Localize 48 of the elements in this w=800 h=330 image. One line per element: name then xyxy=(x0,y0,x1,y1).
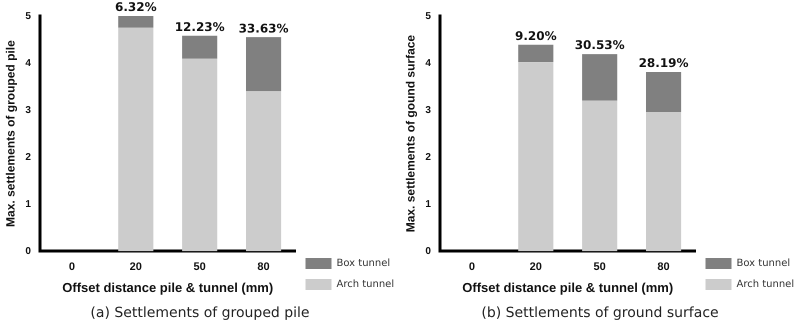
annotation: 33.63% xyxy=(238,21,289,36)
annotation: 6.32% xyxy=(114,0,157,14)
y-tick-label: 5 xyxy=(425,10,432,22)
legend-label: Arch tunnel xyxy=(336,279,394,290)
bar xyxy=(518,62,554,252)
x-tick-label: 20 xyxy=(530,260,542,273)
y-axis-title: Max. settlements of grouped pile xyxy=(4,40,18,227)
y-tick-label: 4 xyxy=(425,58,432,69)
bar xyxy=(646,112,682,252)
annotation: 9.20% xyxy=(514,28,557,43)
annotation: 28.19% xyxy=(638,56,689,70)
y-tick-label: 5 xyxy=(25,10,32,22)
x-tick-label: 50 xyxy=(194,260,206,273)
legend-label: Box tunnel xyxy=(736,258,790,270)
bar xyxy=(182,58,218,252)
y-tick-label: 0 xyxy=(25,246,32,257)
bar xyxy=(646,72,682,112)
bar xyxy=(582,100,618,252)
annotation: 12.23% xyxy=(174,20,225,34)
bar xyxy=(518,44,554,62)
y-tick-label: 2 xyxy=(25,152,32,163)
bar xyxy=(246,37,282,92)
y-tick-label: 1 xyxy=(25,198,32,210)
y-axis-title: Max. settlements of gound surface xyxy=(404,34,418,232)
x-tick-label: 80 xyxy=(257,260,270,273)
y-tick-label: 3 xyxy=(425,104,432,116)
bar xyxy=(246,91,282,252)
y-tick-label: 1 xyxy=(425,198,432,210)
text: (a) Settlements of grouped pile xyxy=(89,304,311,323)
legend-label: Box tunnel xyxy=(336,258,390,270)
y-tick-label: 4 xyxy=(25,58,32,69)
bar xyxy=(582,54,618,101)
x-tick-label: 0 xyxy=(68,260,75,273)
x-tick-label: 80 xyxy=(657,260,670,273)
bar xyxy=(182,36,218,59)
legend-label: Arch tunnel xyxy=(736,279,794,290)
annotation: 30.53% xyxy=(574,38,625,52)
y-tick-label: 3 xyxy=(25,104,32,116)
x-tick-label: 50 xyxy=(594,260,606,273)
text: (b) Settlements of ground surface xyxy=(480,304,720,323)
y-tick-label: 2 xyxy=(425,152,432,163)
x-tick-label: 0 xyxy=(468,260,475,273)
bar xyxy=(118,16,154,28)
x-axis-title: Offset distance pile & tunnel (mm) xyxy=(462,280,674,295)
bar xyxy=(118,28,154,252)
x-tick-label: 20 xyxy=(130,260,142,273)
y-tick-label: 0 xyxy=(425,246,432,257)
x-axis-title: Offset distance pile & tunnel (mm) xyxy=(62,280,274,295)
